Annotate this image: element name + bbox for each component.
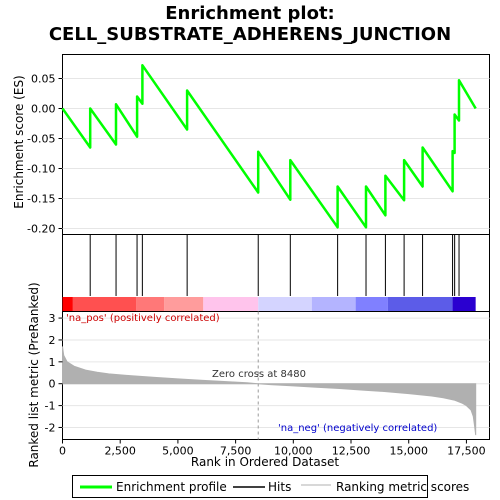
color-bar-segment: [136, 297, 165, 311]
x-tick-label: 7,500: [220, 445, 252, 458]
zero-cross-label: Zero cross at 8480: [212, 369, 306, 380]
es-y-tick-label: -0.15: [27, 193, 55, 206]
legend-enrichment-label: Enrichment profile: [116, 480, 227, 494]
chart-title-line1: Enrichment plot:: [165, 3, 335, 24]
x-tick-label: 5,000: [162, 445, 194, 458]
positive-correlation-label: 'na_pos' (positively correlated): [66, 313, 220, 324]
color-bar-segment: [72, 297, 137, 311]
es-y-tick-label: -0.05: [27, 133, 55, 146]
color-bar-segment: [203, 297, 259, 311]
es-y-axis-label: Enrichment score (ES): [12, 75, 26, 208]
legend-metric-label: Ranking metric scores: [336, 480, 469, 494]
ranking-color-bar: [62, 297, 476, 311]
enrichment-profile-line: [61, 64, 477, 229]
metric-y-tick-label: 0: [49, 378, 56, 391]
metric-y-tick-label: -1: [45, 400, 56, 413]
x-tick-label: 10,000: [274, 445, 313, 458]
x-tick-label: 12,500: [332, 445, 371, 458]
metric-y-tick-label: 3: [49, 312, 56, 325]
color-bar-segment: [164, 297, 204, 311]
es-y-axis: 0.05 0.00 -0.05 -0.10 -0.15 -0.20: [27, 73, 63, 236]
enrichment-panel: [62, 54, 490, 235]
es-grid: [62, 78, 490, 229]
x-tick-label: 0: [59, 445, 66, 458]
es-y-tick-label: 0.05: [31, 73, 56, 86]
negative-correlation-label: 'na_neg' (negatively correlated): [278, 423, 437, 434]
color-bar-segment: [387, 297, 453, 311]
ranking-metric-series: [62, 311, 477, 440]
x-axis-label: Rank in Ordered Dataset: [191, 455, 339, 469]
metric-y-tick-label: 1: [49, 356, 56, 369]
color-bar-segment: [355, 297, 388, 311]
es-y-tick-label: -0.20: [27, 223, 55, 236]
metric-y-tick-label: 2: [49, 334, 56, 347]
es-y-tick-label: 0.00: [31, 103, 56, 116]
color-bar-segment: [311, 297, 356, 311]
x-tick-label: 15,000: [389, 445, 428, 458]
metric-y-axis-label: Ranked list metric (PreRanked): [27, 282, 41, 467]
x-tick-label: 2,500: [104, 445, 136, 458]
hits-series: [89, 235, 460, 296]
enrichment-profile-series: [61, 64, 477, 229]
color-bar-segment: [452, 297, 476, 311]
x-tick-label: 17,500: [447, 445, 486, 458]
es-y-tick-label: -0.10: [27, 163, 55, 176]
legend-hits-label: Hits: [268, 480, 291, 494]
chart-title-line2: CELL_SUBSTRATE_ADHERENS_JUNCTION: [49, 24, 451, 45]
color-bar-segment: [258, 297, 312, 311]
ranking-metric-area: [62, 346, 477, 436]
color-bar-segment: [62, 297, 73, 311]
metric-y-tick-label: -2: [45, 421, 56, 434]
